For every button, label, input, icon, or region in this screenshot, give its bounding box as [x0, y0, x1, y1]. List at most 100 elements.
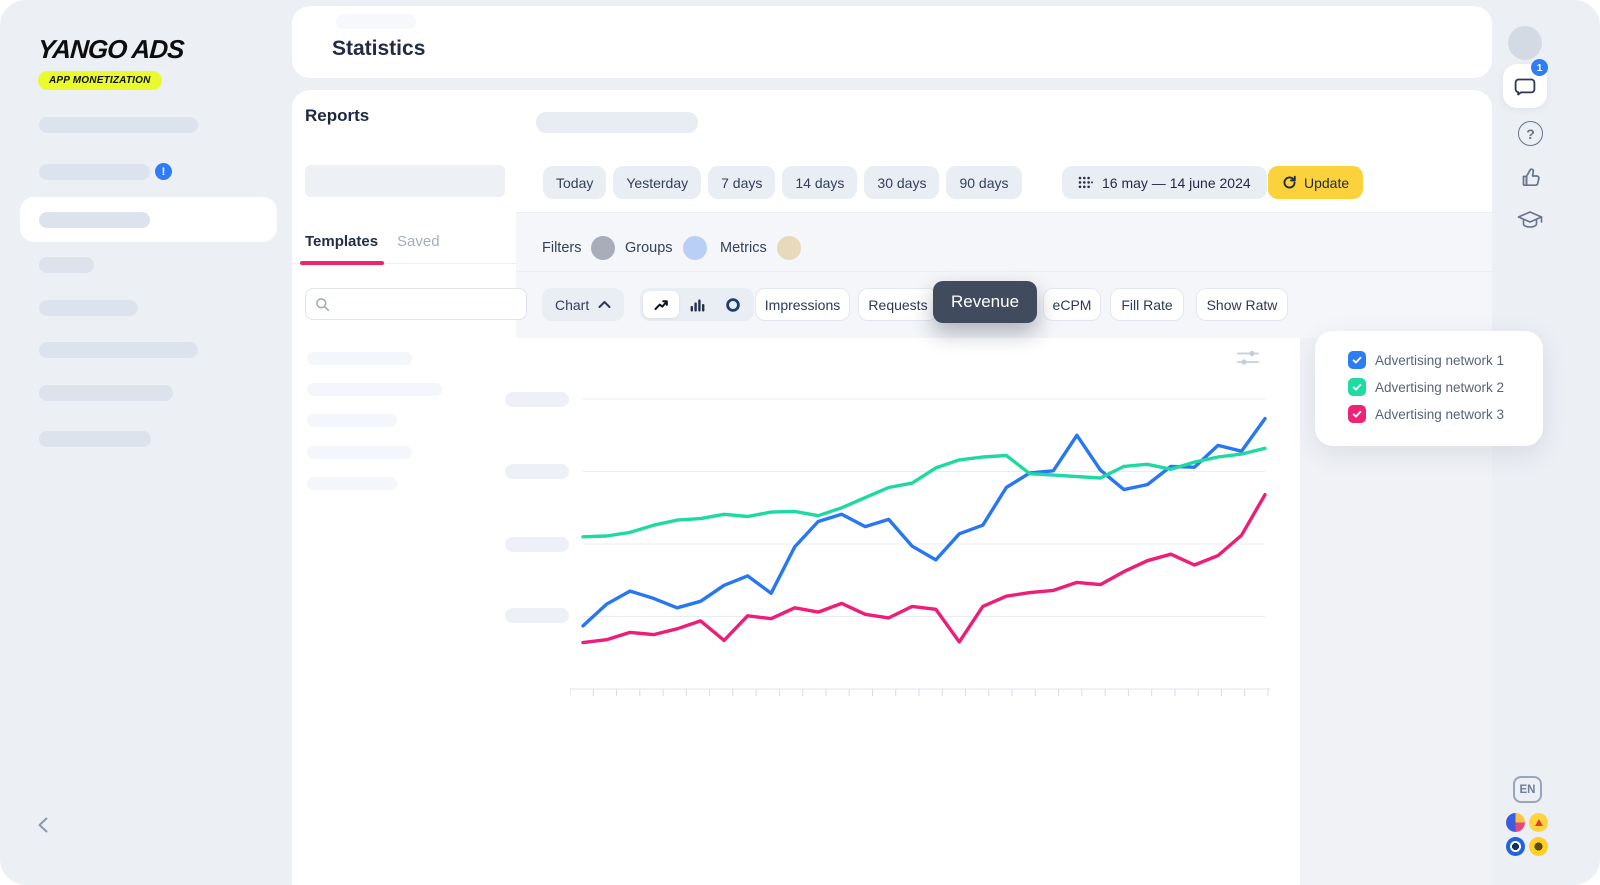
feedback-button[interactable]: [1516, 163, 1546, 193]
metric-ecpm-button[interactable]: eCPM: [1043, 288, 1101, 321]
template-list-skeleton: [307, 446, 412, 459]
product-app-icon-1[interactable]: [1506, 813, 1525, 832]
line-chart-icon: [654, 299, 668, 310]
y-axis-label-skeleton: [505, 608, 569, 623]
legend-item-network3[interactable]: Advertising network 3: [1348, 405, 1543, 423]
product-app-icon-4[interactable]: [1529, 837, 1548, 856]
search-input[interactable]: [336, 295, 517, 313]
chevron-up-icon: [598, 301, 611, 308]
legend-item-network1[interactable]: Advertising network 1: [1348, 351, 1543, 369]
chart-type-dropdown[interactable]: Chart: [542, 288, 625, 321]
groups-pill[interactable]: Groups: [625, 236, 707, 260]
bar-chart-icon: [690, 299, 705, 311]
metric-fillrate-button[interactable]: Fill Rate: [1110, 288, 1184, 321]
y-axis-label-skeleton: [505, 464, 569, 479]
metrics-dot: [776, 236, 801, 260]
divider: [516, 271, 1492, 272]
chevron-left-icon: [38, 817, 48, 833]
tabs-divider: [292, 263, 516, 264]
bar-chart-toggle[interactable]: [679, 291, 715, 318]
chart-settings-button[interactable]: [1236, 348, 1260, 368]
metrics-pill[interactable]: Metrics: [720, 236, 801, 260]
pie-chart-toggle[interactable]: [715, 291, 751, 318]
avatar[interactable]: [1508, 26, 1542, 60]
date-range-value: 16 may — 14 june 2024: [1102, 174, 1251, 191]
sliders-icon: [1237, 350, 1259, 365]
logo-badge: APP MONETIZATION: [38, 71, 162, 90]
checkmark-icon: [1352, 383, 1362, 391]
date-preset-row: Today Yesterday 7 days 14 days 30 days 9…: [543, 166, 1022, 199]
reports-card: Reports Templates Saved Today Yesterday …: [292, 90, 1492, 885]
metric-revenue-button-active[interactable]: Revenue: [933, 281, 1037, 323]
calendar-grid-icon: [1078, 176, 1093, 189]
active-tab-underline: [300, 261, 384, 265]
metrics-label: Metrics: [720, 240, 767, 256]
metric-showrate-button[interactable]: Show Ratw: [1196, 288, 1288, 321]
sidebar: YANGO ADS APP MONETIZATION !: [0, 0, 292, 885]
template-list-skeleton: [307, 414, 397, 427]
metric-requests-button[interactable]: Requests: [858, 288, 938, 321]
sidebar-skeleton-item: [39, 257, 94, 273]
groups-dot: [682, 236, 707, 260]
preset-today-button[interactable]: Today: [543, 166, 607, 199]
line-chart[interactable]: [570, 340, 1280, 710]
legend-checkbox[interactable]: [1348, 351, 1366, 369]
preset-30days-button[interactable]: 30 days: [864, 166, 940, 199]
thumbs-up-icon: [1522, 168, 1540, 187]
yango-ads-logo: YANGO ADS APP MONETIZATION: [37, 34, 185, 90]
preset-90days-button[interactable]: 90 days: [946, 166, 1022, 199]
page-title: Statistics: [332, 37, 426, 60]
graduation-cap-icon: [1517, 211, 1543, 228]
chart-legend: Advertising network 1 Advertising networ…: [1315, 331, 1543, 446]
legend-item-network2[interactable]: Advertising network 2: [1348, 378, 1543, 396]
header-skeleton: [336, 14, 416, 29]
preset-7days-button[interactable]: 7 days: [708, 166, 776, 199]
line-chart-toggle[interactable]: [643, 291, 679, 318]
sidebar-skeleton-item: [39, 212, 150, 228]
tab-saved[interactable]: Saved: [397, 233, 440, 250]
product-app-icon-3[interactable]: [1506, 837, 1525, 856]
date-range-picker[interactable]: 16 may — 14 june 2024: [1062, 166, 1267, 199]
product-app-icon-2[interactable]: [1529, 813, 1548, 832]
chart-dropdown-label: Chart: [555, 296, 590, 313]
templates-block-skeleton: [305, 165, 505, 197]
filters-label: Filters: [542, 240, 582, 256]
legend-label: Advertising network 3: [1375, 406, 1505, 422]
metric-impressions-button[interactable]: Impressions: [755, 288, 850, 321]
chart-view-segmented-control: [640, 288, 754, 321]
search-icon: [316, 297, 330, 311]
sidebar-skeleton-item: [39, 117, 198, 133]
statistics-header-card: Statistics: [292, 6, 1492, 78]
notification-badge: !: [155, 163, 172, 180]
sidebar-skeleton-item: [39, 300, 138, 316]
sidebar-skeleton-item: [39, 342, 198, 358]
update-button[interactable]: Update: [1268, 166, 1364, 199]
template-list-skeleton: [307, 477, 397, 490]
template-search[interactable]: [305, 288, 527, 320]
language-button[interactable]: EN: [1513, 776, 1542, 803]
right-rail: 1 ? EN: [1492, 0, 1600, 885]
donut-chart-icon: [726, 297, 740, 312]
legend-label: Advertising network 1: [1375, 352, 1505, 368]
filters-pill[interactable]: Filters: [542, 236, 616, 260]
template-list-skeleton: [307, 383, 442, 396]
refresh-icon: [1283, 175, 1296, 189]
question-icon: ?: [1518, 121, 1543, 146]
preset-14days-button[interactable]: 14 days: [782, 166, 858, 199]
preset-yesterday-button[interactable]: Yesterday: [613, 166, 702, 199]
sidebar-skeleton-item: [39, 431, 151, 447]
checkmark-icon: [1352, 356, 1362, 364]
template-list-skeleton: [307, 352, 412, 365]
help-button[interactable]: ?: [1518, 121, 1543, 146]
chat-button[interactable]: 1: [1503, 59, 1548, 108]
legend-checkbox[interactable]: [1348, 378, 1366, 396]
tab-templates[interactable]: Templates: [305, 233, 379, 250]
legend-checkbox[interactable]: [1348, 405, 1366, 423]
sidebar-collapse-button[interactable]: [30, 812, 56, 838]
reports-skeleton: [536, 112, 698, 133]
y-axis-label-skeleton: [505, 392, 569, 407]
sidebar-skeleton-item: [39, 164, 150, 180]
y-axis-label-skeleton: [505, 537, 569, 552]
education-button[interactable]: [1514, 207, 1546, 235]
